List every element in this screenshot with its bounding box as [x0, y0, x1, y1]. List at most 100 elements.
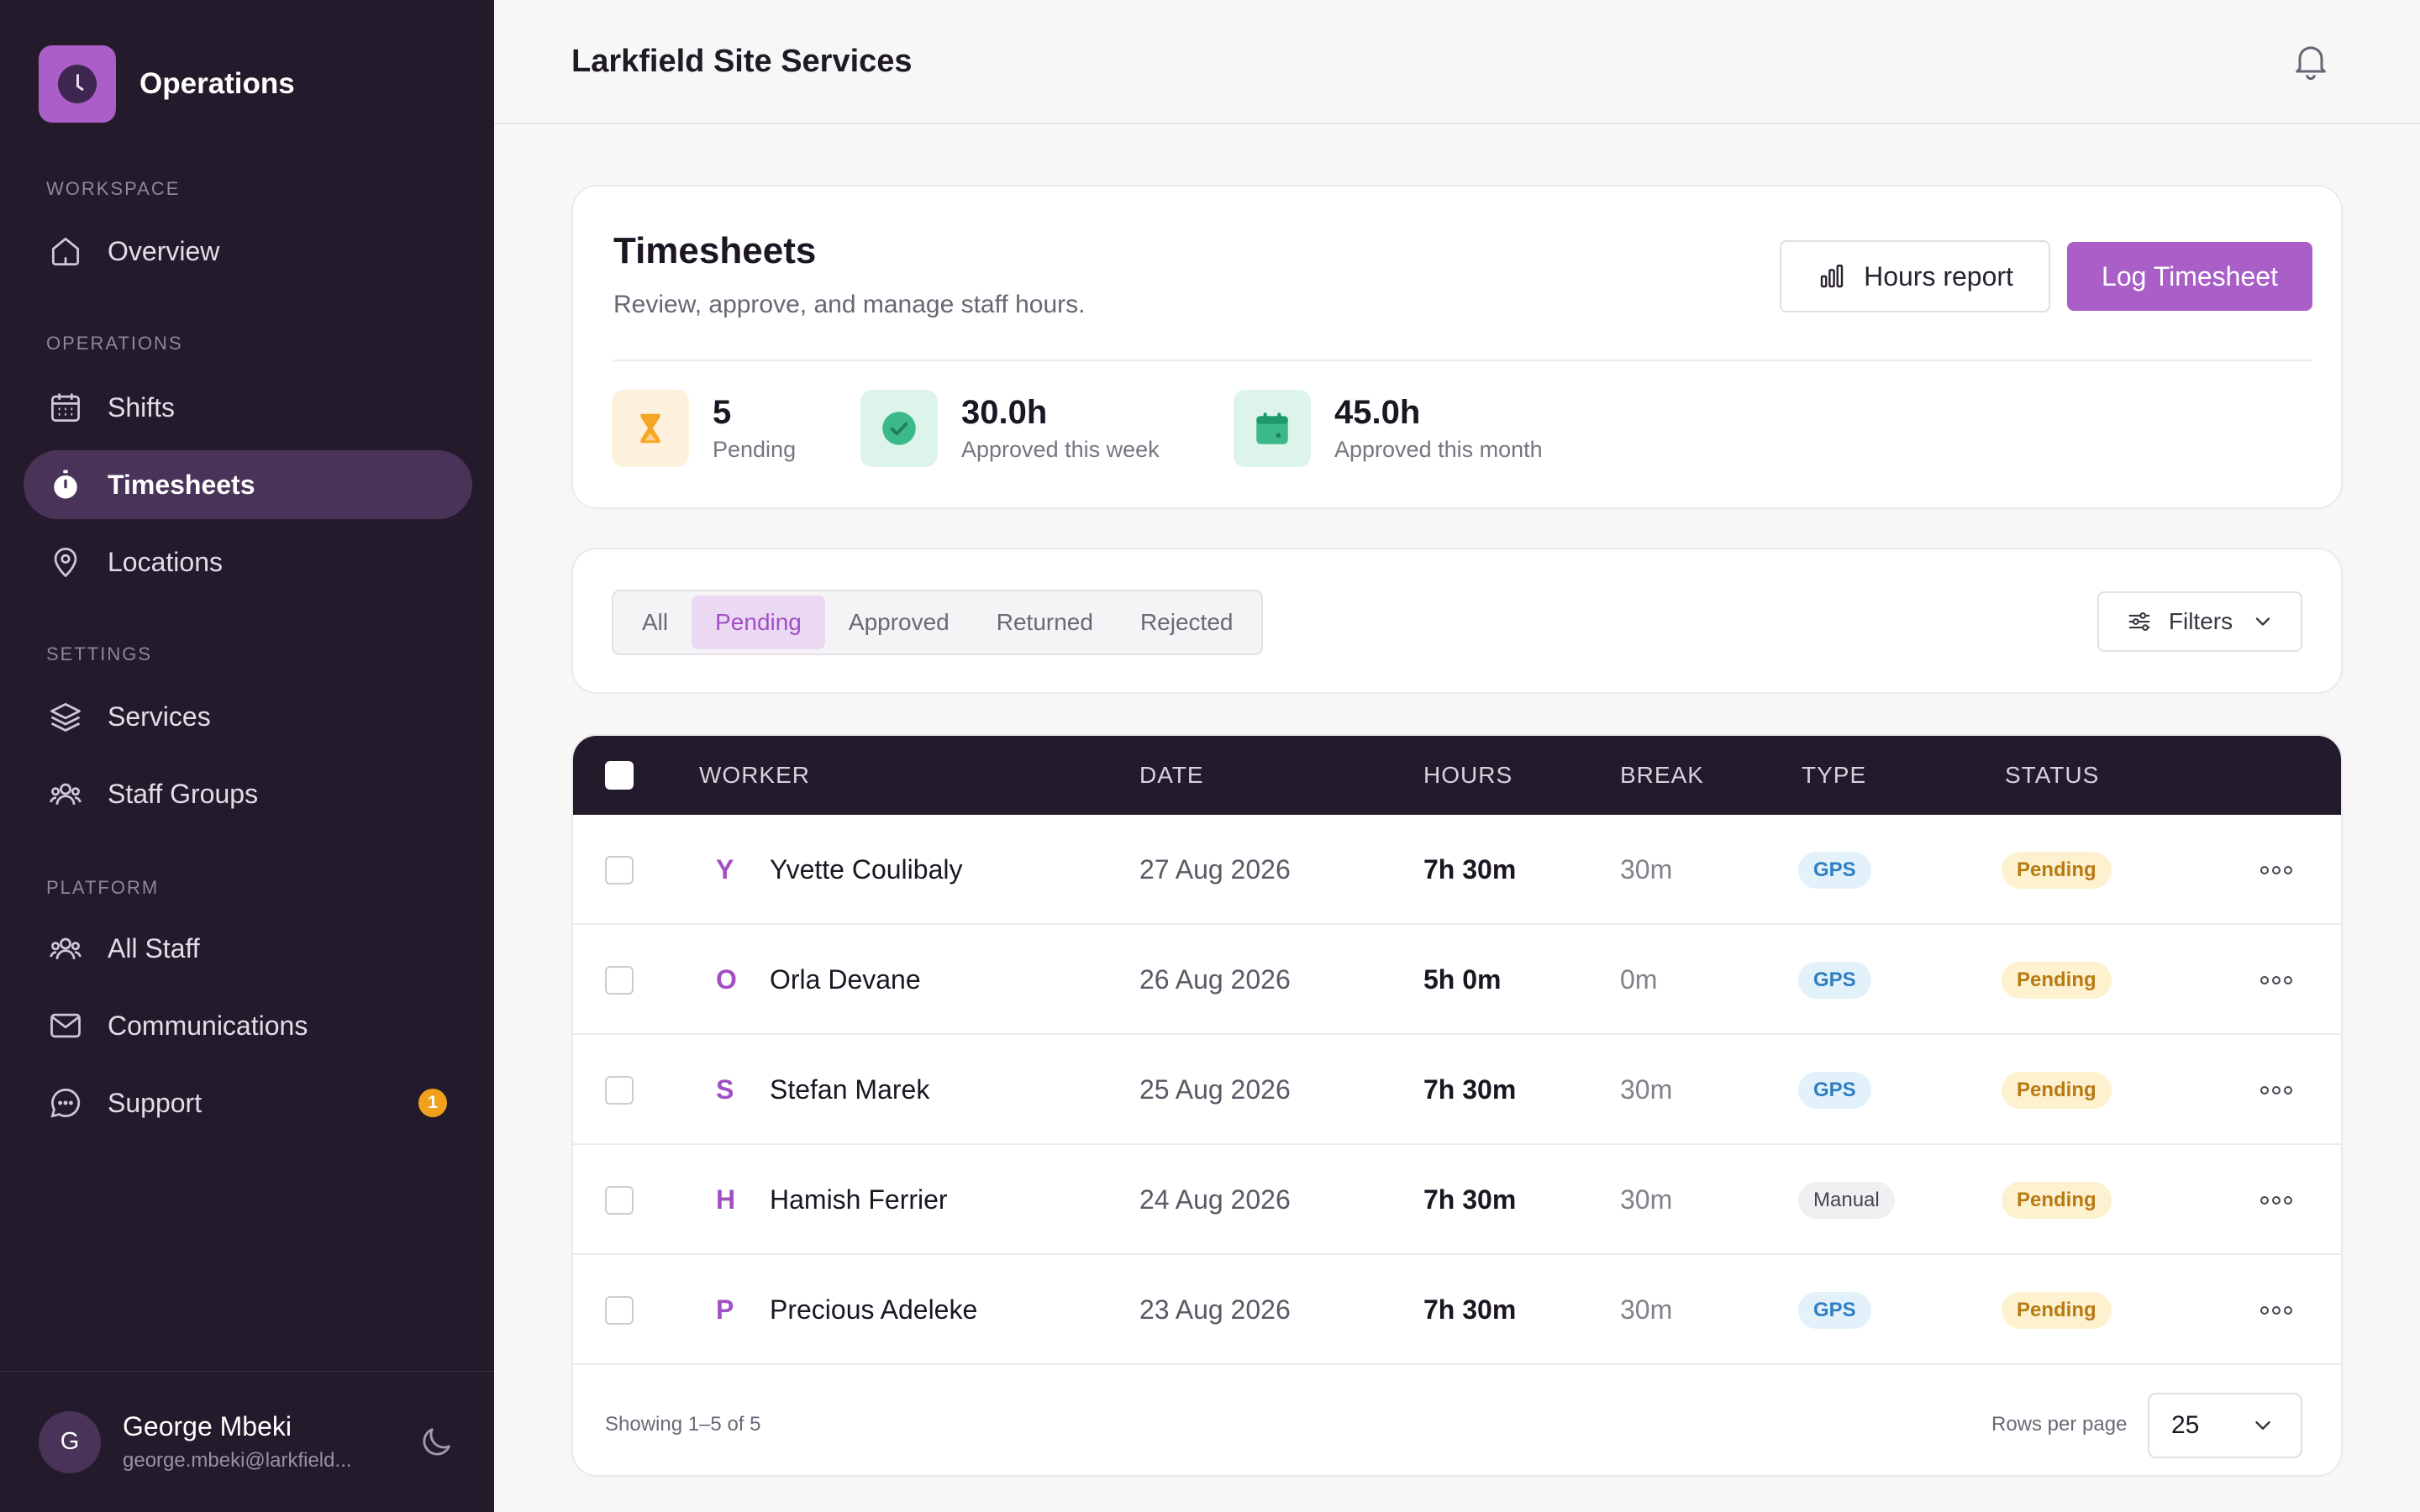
- filters-label: Filters: [2168, 608, 2233, 634]
- status-tabs: All Pending Approved Returned Rejected: [612, 590, 1264, 655]
- hours-report-button[interactable]: Hours report: [1780, 240, 2050, 312]
- row-hours: 7h 30m: [1423, 1294, 1517, 1325]
- filter-card: All Pending Approved Returned Rejected F…: [571, 548, 2343, 694]
- avatar: G: [39, 1410, 101, 1473]
- status-badge: Pending: [2002, 1181, 2112, 1219]
- worker-initial: H: [716, 1184, 736, 1215]
- row-actions-button[interactable]: [2260, 925, 2292, 1035]
- row-actions-button[interactable]: [2260, 1035, 2292, 1145]
- column-header-worker[interactable]: WORKER: [699, 762, 810, 788]
- row-break: 30m: [1620, 854, 1673, 885]
- check-circle-icon: [882, 412, 916, 445]
- column-header-break[interactable]: BREAK: [1620, 762, 1704, 788]
- type-badge: Manual: [1798, 1181, 1895, 1219]
- row-actions-button[interactable]: [2260, 815, 2292, 925]
- table-row[interactable]: Y Yvette Coulibaly 27 Aug 2026 7h 30m 30…: [573, 815, 2341, 925]
- app-name: Operations: [139, 67, 295, 100]
- section-label-operations: OPERATIONS: [46, 333, 183, 354]
- section-label-workspace: WORKSPACE: [46, 178, 181, 199]
- status-badge: Pending: [2002, 961, 2112, 999]
- timesheets-table: WORKER DATE HOURS BREAK TYPE STATUS Y Yv…: [571, 734, 2343, 1477]
- sidebar: Operations WORKSPACE Overview OPERATIONS…: [0, 0, 494, 1512]
- column-header-hours[interactable]: HOURS: [1423, 762, 1513, 788]
- row-date: 27 Aug 2026: [1139, 854, 1291, 885]
- topbar: Larkfield Site Services: [494, 0, 2420, 124]
- row-checkbox[interactable]: [605, 1295, 634, 1325]
- sidebar-item-label: Services: [108, 701, 211, 732]
- theme-toggle-button[interactable]: [415, 1421, 457, 1463]
- sidebar-item-all-staff[interactable]: All Staff: [24, 914, 472, 983]
- column-header-type[interactable]: TYPE: [1802, 762, 1867, 788]
- stat-approved-week: 30.0h Approved this week: [860, 390, 1160, 467]
- chevron-down-icon: [2255, 1421, 2270, 1430]
- worker-initial: P: [716, 1294, 734, 1325]
- sidebar-item-shifts[interactable]: Shifts: [24, 373, 472, 442]
- worker-name[interactable]: Orla Devane: [770, 964, 921, 995]
- type-badge: GPS: [1798, 961, 1871, 999]
- sidebar-item-staff-groups[interactable]: Staff Groups: [24, 759, 472, 828]
- row-hours: 7h 30m: [1423, 1074, 1517, 1105]
- user-profile[interactable]: G George Mbeki george.mbeki@larkfield...: [0, 1371, 494, 1512]
- tab-pending[interactable]: Pending: [692, 596, 825, 649]
- notifications-button[interactable]: [2289, 39, 2333, 82]
- bell-icon: [2296, 46, 2326, 81]
- table-row[interactable]: P Precious Adeleke 23 Aug 2026 7h 30m 30…: [573, 1255, 2341, 1365]
- sidebar-item-services[interactable]: Services: [24, 682, 472, 751]
- row-date: 24 Aug 2026: [1139, 1184, 1291, 1215]
- chat-icon: [50, 1089, 81, 1118]
- table-row[interactable]: H Hamish Ferrier 24 Aug 2026 7h 30m 30m …: [573, 1145, 2341, 1255]
- worker-name[interactable]: Precious Adeleke: [770, 1294, 978, 1325]
- chevron-down-icon: [2255, 617, 2270, 626]
- more-horizontal-icon: [2260, 1085, 2292, 1095]
- home-icon: [51, 237, 80, 265]
- filters-button[interactable]: Filters: [2097, 591, 2302, 652]
- hourglass-icon: [640, 413, 660, 444]
- stat-label: Approved this month: [1334, 437, 1543, 462]
- log-timesheet-button[interactable]: Log Timesheet: [2067, 242, 2312, 311]
- sidebar-item-label: Overview: [108, 235, 220, 266]
- row-checkbox[interactable]: [605, 965, 634, 995]
- stopwatch-icon: [54, 470, 77, 499]
- table-footer: Showing 1–5 of 5 Rows per page 25: [573, 1368, 2341, 1475]
- column-header-status[interactable]: STATUS: [2005, 762, 2100, 788]
- worker-name[interactable]: Yvette Coulibaly: [770, 854, 963, 885]
- tab-all[interactable]: All: [642, 609, 669, 635]
- rows-per-page-select[interactable]: 25: [2148, 1393, 2302, 1458]
- sidebar-item-label: All Staff: [108, 932, 200, 963]
- section-title: Timesheets: [613, 230, 817, 271]
- worker-name[interactable]: Stefan Marek: [770, 1074, 930, 1105]
- more-horizontal-icon: [2260, 865, 2292, 874]
- sidebar-item-overview[interactable]: Overview: [24, 217, 472, 286]
- row-hours: 5h 0m: [1423, 964, 1502, 995]
- row-hours: 7h 30m: [1423, 1184, 1517, 1215]
- row-hours: 7h 30m: [1423, 854, 1517, 885]
- clock-icon: [58, 65, 97, 103]
- row-actions-button[interactable]: [2260, 1255, 2292, 1365]
- row-date: 25 Aug 2026: [1139, 1074, 1291, 1105]
- row-checkbox[interactable]: [605, 855, 634, 885]
- status-badge: Pending: [2002, 1291, 2112, 1329]
- table-row[interactable]: O Orla Devane 26 Aug 2026 5h 0m 0m GPS P…: [573, 925, 2341, 1035]
- worker-name[interactable]: Hamish Ferrier: [770, 1184, 948, 1215]
- tab-rejected[interactable]: Rejected: [1139, 609, 1234, 635]
- row-break: 30m: [1620, 1074, 1673, 1105]
- sidebar-item-support[interactable]: Support 1: [24, 1068, 472, 1137]
- table-row[interactable]: S Stefan Marek 25 Aug 2026 7h 30m 30m GP…: [573, 1035, 2341, 1145]
- column-header-date[interactable]: DATE: [1139, 762, 1204, 788]
- row-actions-button[interactable]: [2260, 1145, 2292, 1255]
- tab-returned[interactable]: Returned: [996, 609, 1093, 635]
- stat-value: 45.0h: [1334, 394, 1421, 431]
- layers-icon: [50, 702, 81, 732]
- tab-approved[interactable]: Approved: [848, 609, 950, 635]
- stat-label: Approved this week: [961, 437, 1160, 462]
- row-checkbox[interactable]: [605, 1185, 634, 1215]
- sidebar-item-timesheets[interactable]: Timesheets: [24, 450, 472, 519]
- brand[interactable]: Operations: [0, 42, 494, 126]
- sidebar-item-communications[interactable]: Communications: [24, 991, 472, 1060]
- select-all-checkbox[interactable]: [605, 761, 634, 790]
- row-break: 30m: [1620, 1184, 1673, 1215]
- row-checkbox[interactable]: [605, 1075, 634, 1105]
- page-title: Larkfield Site Services: [571, 43, 913, 79]
- sidebar-item-locations[interactable]: Locations: [24, 528, 472, 596]
- section-label-settings: SETTINGS: [46, 643, 153, 664]
